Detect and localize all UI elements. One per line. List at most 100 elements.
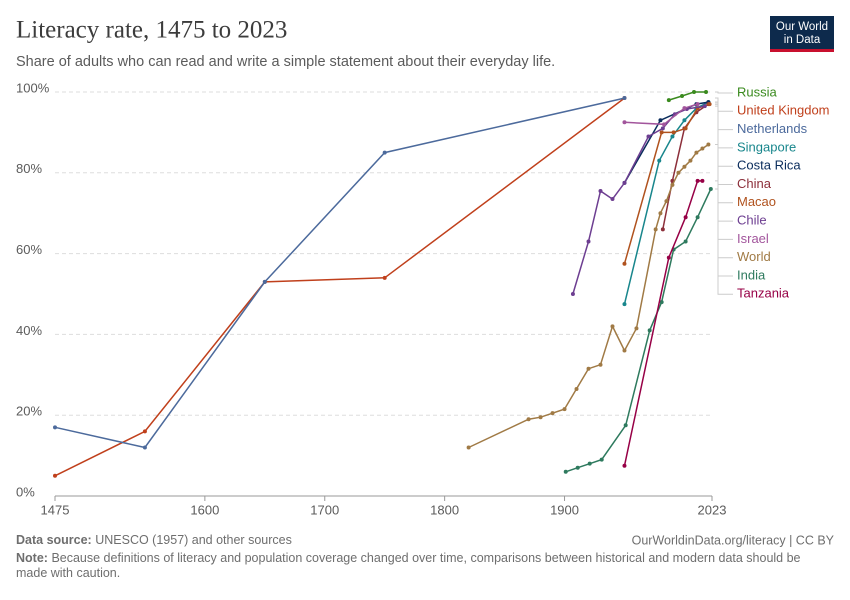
point [622, 120, 627, 125]
point [53, 425, 57, 430]
point [574, 386, 579, 391]
line [565, 188, 712, 473]
legend-connector [715, 180, 733, 295]
point [586, 366, 591, 371]
point [598, 362, 603, 367]
chart-subtitle: Share of adults who can read and write a… [16, 54, 555, 70]
point [662, 122, 667, 127]
point [587, 461, 592, 466]
point [622, 348, 627, 353]
point [598, 188, 603, 193]
point [53, 473, 57, 478]
note: Note: Because definitions of literacy an… [16, 551, 816, 581]
line [54, 97, 625, 449]
point [466, 445, 471, 450]
legend-label: Costa Rica [737, 158, 801, 173]
point [676, 170, 681, 175]
point [599, 457, 604, 462]
point [657, 158, 662, 163]
note-text: Because definitions of literacy and popu… [16, 551, 801, 580]
x-tick-label: 1700 [310, 502, 339, 517]
line [54, 97, 625, 477]
legend-connector [715, 91, 733, 94]
point [622, 261, 627, 266]
legend-label: Singapore [737, 139, 796, 154]
point [382, 275, 387, 280]
legend-label: Russia [737, 84, 778, 99]
source-label: Data source: [16, 533, 92, 547]
point [682, 106, 687, 111]
legend-label: World [737, 249, 771, 264]
point [562, 407, 567, 412]
point [622, 96, 627, 101]
point [695, 215, 700, 220]
point [653, 227, 658, 232]
legend-label: Chile [737, 213, 767, 228]
source: Data source: UNESCO (1957) and other sou… [16, 533, 292, 547]
legend-label: Netherlands [737, 121, 808, 136]
point [688, 158, 693, 163]
point [526, 417, 531, 422]
x-tick-label: 2023 [698, 502, 727, 517]
point [700, 178, 705, 183]
logo-stripe [770, 49, 834, 52]
source-text: UNESCO (1957) and other sources [95, 533, 292, 547]
point [694, 150, 699, 155]
legend-label: Macao [737, 194, 776, 209]
logo-text: Our World [776, 21, 828, 33]
point [666, 98, 671, 103]
logo-text: in Data [784, 34, 821, 46]
point [622, 180, 627, 185]
x-tick-label: 1475 [41, 502, 70, 517]
note-box: Note: Because definitions of literacy an… [16, 551, 816, 581]
point [683, 126, 688, 131]
point [563, 469, 568, 474]
point [634, 326, 639, 331]
point [538, 415, 543, 420]
x-tick-label: 1800 [430, 502, 459, 517]
point [586, 239, 591, 244]
point [142, 429, 147, 434]
point [707, 102, 712, 107]
point [700, 146, 705, 151]
y-tick-label: 0% [16, 484, 35, 499]
point [575, 465, 580, 470]
line [572, 105, 705, 295]
point [683, 239, 688, 244]
point [670, 134, 675, 139]
point [664, 199, 669, 204]
line [668, 91, 706, 101]
point [658, 118, 663, 123]
x-tick-label: 1900 [550, 502, 579, 517]
point [550, 411, 555, 416]
chart-title: Literacy rate, 1475 to 2023 [16, 17, 287, 44]
legend-label: Israel [737, 231, 769, 246]
point [647, 328, 652, 333]
point [708, 186, 713, 191]
point [623, 423, 628, 428]
line [468, 143, 709, 449]
legend-label: China [737, 176, 772, 191]
line [624, 103, 698, 126]
x-tick-label: 1600 [190, 502, 219, 517]
point [610, 324, 615, 329]
logo-box [770, 16, 834, 52]
y-tick-label: 80% [16, 161, 42, 176]
y-tick-label: 100% [16, 80, 50, 95]
logo[interactable]: Our World in Data [770, 16, 834, 52]
source-url[interactable]: OurWorldinData.org/literacy | CC BY [632, 533, 835, 547]
point [646, 134, 651, 139]
point [660, 227, 665, 232]
point [610, 197, 615, 202]
note-label: Note: [16, 551, 48, 565]
legend-label: Tanzania [737, 286, 790, 301]
point [622, 463, 627, 468]
point [682, 118, 687, 123]
y-tick-label: 60% [16, 242, 42, 257]
point [658, 211, 663, 216]
point [702, 104, 707, 109]
point [695, 178, 700, 183]
y-tick-label: 40% [16, 323, 42, 338]
point [683, 215, 688, 220]
